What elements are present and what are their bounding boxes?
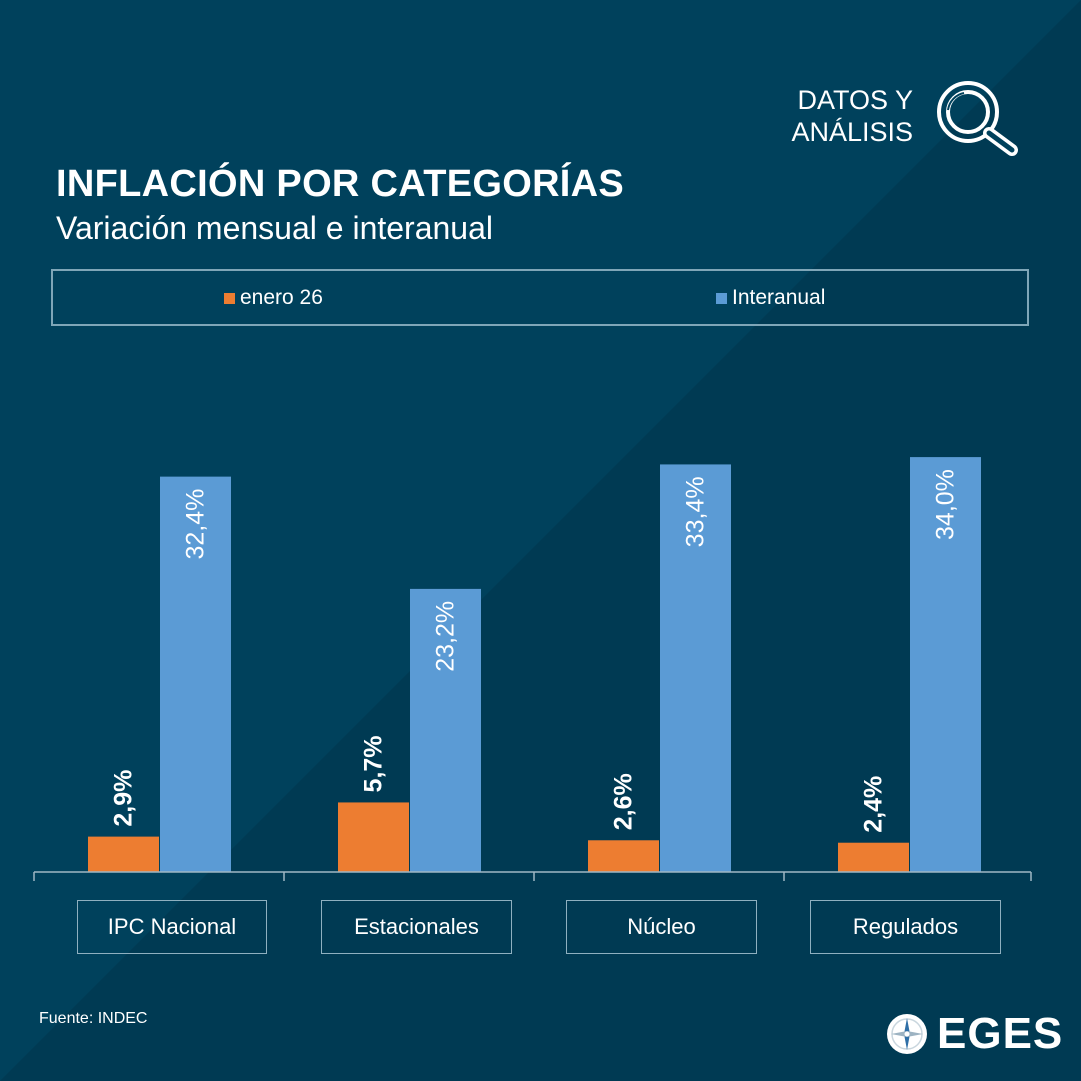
bar-yearly-regulados: [910, 457, 981, 872]
legend: enero 26 Interanual: [51, 269, 1029, 326]
data-label-yearly-estacionales: 23,2%: [432, 601, 460, 672]
data-label-yearly-regulados: 34,0%: [932, 469, 960, 540]
bar-monthly-regulados: [838, 842, 909, 872]
chart-subtitle: Variación mensual e interanual: [56, 210, 493, 246]
brand-tag: DATOS Y ANÁLISIS: [791, 84, 913, 148]
legend-item-yearly: Interanual: [716, 286, 825, 310]
brand-tag-line2: ANÁLISIS: [791, 117, 913, 147]
category-label-nucleo: Núcleo: [566, 900, 757, 954]
legend-label-monthly: enero 26: [240, 286, 323, 309]
brand-tag-line1: DATOS Y: [797, 85, 913, 115]
bar-monthly-ipc-nacional: [88, 836, 159, 872]
data-label-monthly-regulados: 2,4%: [860, 776, 888, 833]
bar-yearly-nucleo: [660, 464, 731, 872]
brand-logo-text: EGES: [937, 1009, 1064, 1058]
chart-title: INFLACIÓN POR CATEGORÍAS: [56, 163, 625, 205]
bar-chart: 2,9% 32,4% 5,7% 23,2% 2,6% 33,4% 2,4% 34,0%: [33, 457, 1032, 881]
legend-swatch-yearly: [716, 292, 727, 304]
data-label-yearly-nucleo: 33,4%: [682, 476, 710, 547]
data-label-monthly-estacionales: 5,7%: [360, 735, 388, 792]
magnifier-icon: [937, 81, 1018, 156]
data-label-yearly-ipc-nacional: 32,4%: [182, 489, 210, 560]
legend-item-monthly: enero 26: [224, 286, 323, 310]
bar-yearly-ipc-nacional: [160, 476, 231, 872]
bar-yearly-estacionales: [410, 588, 481, 872]
source-note: Fuente: INDEC: [39, 1010, 148, 1027]
bar-monthly-nucleo: [588, 840, 659, 872]
legend-label-yearly: Interanual: [732, 286, 826, 309]
category-label-regulados: Regulados: [810, 900, 1001, 954]
data-label-monthly-nucleo: 2,6%: [610, 773, 638, 830]
category-label-estacionales: Estacionales: [321, 900, 512, 954]
compass-icon: [887, 1014, 927, 1054]
category-label-ipc-nacional: IPC Nacional: [77, 900, 267, 954]
legend-swatch-monthly: [224, 292, 235, 304]
data-label-monthly-ipc-nacional: 2,9%: [110, 770, 138, 827]
bar-monthly-estacionales: [338, 802, 409, 872]
